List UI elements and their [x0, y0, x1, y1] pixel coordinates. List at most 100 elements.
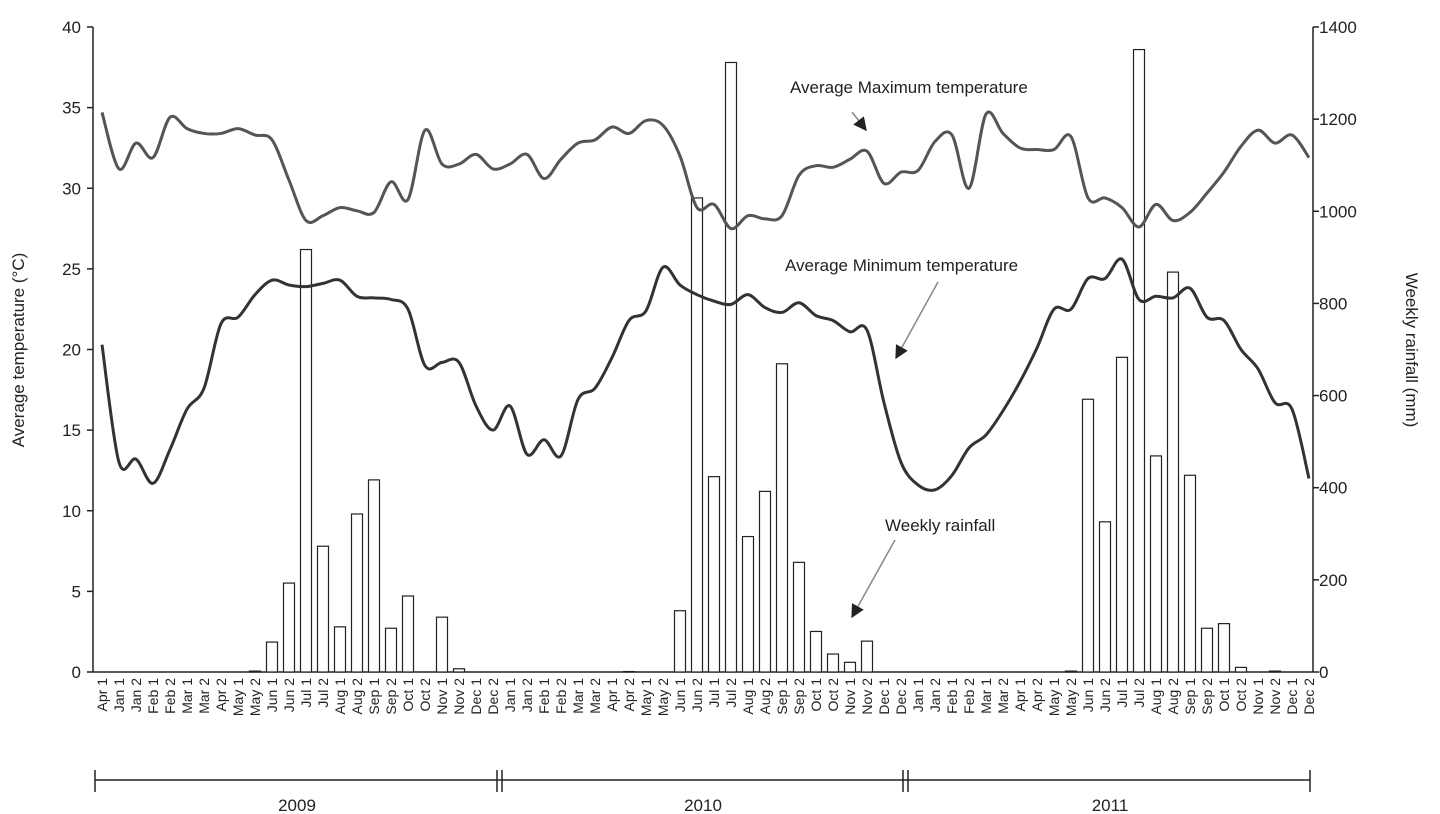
y-tick-label: 20 [62, 341, 81, 360]
x-tick-label: Jun 1 [672, 678, 688, 712]
x-tick-label: Sep 2 [1199, 678, 1215, 715]
y-axis-label: Average temperature (°C) [9, 253, 28, 448]
x-tick-label: Mar 2 [196, 678, 212, 714]
y-tick-label: 10 [62, 502, 81, 521]
x-tick-label: May 2 [247, 678, 263, 716]
x-tick-label: Dec 2 [485, 678, 501, 715]
annotation-arrow [851, 111, 867, 132]
x-tick-label: Nov 2 [451, 678, 467, 715]
x-tick-label: Nov 2 [1267, 678, 1283, 715]
bar [690, 197, 704, 673]
x-tick-label: Aug 2 [349, 678, 365, 715]
x-tick-label: Aug 2 [757, 678, 773, 715]
y-tick-label: 5 [72, 582, 81, 601]
y2-tick-label: 0 [1319, 663, 1328, 682]
x-tick-label: Jul 1 [298, 678, 314, 708]
x-tick-label: Apr 1 [604, 678, 620, 712]
x-tick-label: Nov 1 [842, 678, 858, 715]
bar [401, 595, 415, 673]
x-tick-label: Sep 1 [366, 678, 382, 715]
annotation-arrow [851, 539, 896, 619]
year-bracket [94, 770, 1311, 792]
bar [860, 640, 874, 673]
x-tick-label: Jul 2 [1131, 678, 1147, 708]
x-tick-label: Jul 2 [723, 678, 739, 708]
x-tick-label: Aug 1 [740, 678, 756, 715]
bar [452, 668, 466, 673]
x-tick-label: Aug 2 [1165, 678, 1181, 715]
y2-tick-label: 200 [1319, 571, 1347, 590]
x-tick-label: Nov 2 [859, 678, 875, 715]
x-tick-label: Feb 1 [944, 678, 960, 714]
x-tick-label: Sep 1 [774, 678, 790, 715]
y2-tick-label: 1000 [1319, 202, 1357, 221]
x-tick-label: Oct 2 [1233, 678, 1249, 712]
y-tick-label: 30 [62, 179, 81, 198]
year-label: 2009 [278, 796, 316, 814]
x-tick-label: Apr 1 [94, 678, 110, 712]
y2-tick-label: 1200 [1319, 110, 1357, 129]
x-tick-label: Jan 2 [927, 678, 943, 712]
x-tick-label: Mar 2 [587, 678, 603, 714]
bar [282, 582, 296, 673]
x-tick-label: Jun 2 [689, 678, 705, 712]
bar [775, 363, 789, 673]
x-tick-label: Jan 1 [910, 678, 926, 712]
x-tick-label: Jun 2 [1097, 678, 1113, 712]
bar [673, 610, 687, 673]
bar [1268, 670, 1282, 673]
x-tick-label: Oct 2 [825, 678, 841, 712]
bar [1183, 474, 1197, 673]
y-tick-label: 15 [62, 421, 81, 440]
bar [758, 490, 772, 673]
x-tick-label: Feb 1 [145, 678, 161, 714]
x-tick-label: Dec 2 [1301, 678, 1317, 715]
y2-tick-label: 600 [1319, 387, 1347, 406]
x-tick-label: Dec 2 [893, 678, 909, 715]
year-label: 2010 [684, 796, 722, 814]
x-tick-label: May 2 [655, 678, 671, 716]
x-tick-label: Jan 1 [111, 678, 127, 712]
x-tick-label: Oct 2 [417, 678, 433, 712]
x-tick-label: Feb 2 [961, 678, 977, 714]
bar [1200, 627, 1214, 673]
line [100, 110, 1311, 231]
x-tick-label: Apr 1 [1012, 678, 1028, 712]
x-tick-label: Dec 1 [876, 678, 892, 715]
bar [741, 535, 755, 673]
annotation: Weekly rainfall [885, 516, 995, 535]
bar [248, 670, 262, 673]
x-tick-label: Jun 1 [264, 678, 280, 712]
x-tick-label: Jul 1 [1114, 678, 1130, 708]
y-tick-label: 35 [62, 99, 81, 118]
bar [809, 630, 823, 673]
x-tick-label: Aug 1 [332, 678, 348, 715]
annotation-arrow [895, 281, 939, 360]
bar [435, 616, 449, 673]
bar [1166, 271, 1180, 673]
x-tick-label: Mar 2 [995, 678, 1011, 714]
bar [1234, 666, 1248, 673]
x-tick-label: Dec 1 [1284, 678, 1300, 715]
x-tick-label: Apr 2 [1029, 678, 1045, 712]
x-tick-label: Apr 2 [213, 678, 229, 712]
x-tick-label: Jun 2 [281, 678, 297, 712]
x-tick-label: Apr 2 [621, 678, 637, 712]
x-tick-label: Sep 2 [791, 678, 807, 715]
x-tick-label: Sep 2 [383, 678, 399, 715]
x-tick-label: Jul 2 [315, 678, 331, 708]
x-tick-label: May 1 [1046, 678, 1062, 716]
x-tick-label: Oct 1 [1216, 678, 1232, 712]
y-tick-label: 40 [62, 18, 81, 37]
bar [1132, 48, 1146, 673]
bar [724, 61, 738, 673]
x-tick-label: Dec 1 [468, 678, 484, 715]
y-tick-label: 25 [62, 260, 81, 279]
x-tick-label: Aug 1 [1148, 678, 1164, 715]
line [100, 257, 1311, 492]
x-tick-label: Mar 1 [179, 678, 195, 714]
bar [367, 479, 381, 673]
bar [1081, 398, 1095, 673]
y2-tick-label: 400 [1319, 479, 1347, 498]
bar [792, 561, 806, 673]
